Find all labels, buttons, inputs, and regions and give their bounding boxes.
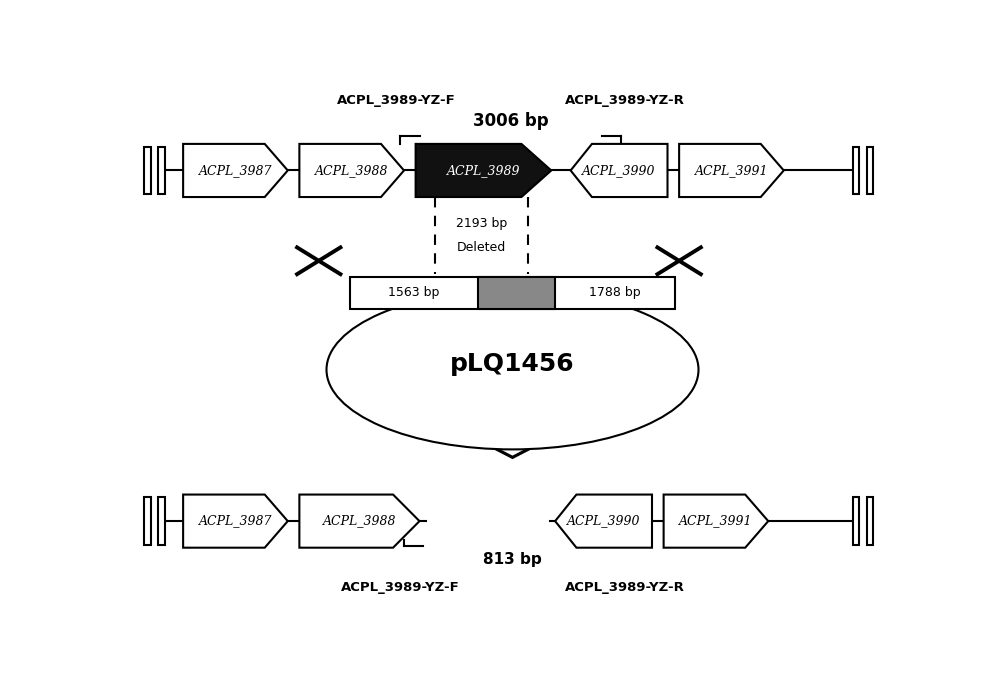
Bar: [853, 497, 859, 545]
Text: ACPL_3987: ACPL_3987: [199, 515, 272, 528]
Bar: [158, 146, 165, 195]
Bar: [158, 497, 165, 545]
Bar: [350, 277, 675, 308]
Polygon shape: [664, 495, 768, 548]
Text: ACPL_3988: ACPL_3988: [323, 515, 396, 528]
Polygon shape: [416, 144, 551, 197]
Text: ACPL_3989-YZ-F: ACPL_3989-YZ-F: [341, 580, 460, 593]
Text: ACPL_3990: ACPL_3990: [582, 164, 656, 177]
Text: ACPL_3988: ACPL_3988: [315, 164, 388, 177]
Polygon shape: [555, 495, 652, 548]
Polygon shape: [679, 144, 784, 197]
Bar: [144, 146, 151, 195]
Text: ACPL_3989-YZ-F: ACPL_3989-YZ-F: [337, 94, 456, 107]
Text: ACPL_3990: ACPL_3990: [567, 515, 640, 528]
Text: ACPL_3991: ACPL_3991: [695, 164, 768, 177]
Text: ACPL_3989-YZ-R: ACPL_3989-YZ-R: [565, 94, 685, 107]
Polygon shape: [571, 144, 668, 197]
Text: ACPL_3989-YZ-R: ACPL_3989-YZ-R: [565, 580, 685, 593]
Ellipse shape: [326, 290, 698, 449]
Text: ACPL_3989: ACPL_3989: [447, 164, 520, 177]
Bar: [478, 277, 555, 308]
Polygon shape: [183, 144, 288, 197]
Polygon shape: [299, 495, 420, 548]
Text: ACPL_3987: ACPL_3987: [199, 164, 272, 177]
Text: 2193 bp: 2193 bp: [456, 217, 507, 230]
Text: 1788 bp: 1788 bp: [589, 286, 641, 299]
Text: pLQ1456: pLQ1456: [450, 353, 575, 376]
Bar: [867, 497, 873, 545]
Bar: [144, 497, 151, 545]
Text: ACPL_3991: ACPL_3991: [679, 515, 753, 528]
Text: 3006 bp: 3006 bp: [473, 112, 548, 130]
Polygon shape: [183, 495, 288, 548]
Polygon shape: [299, 144, 404, 197]
Text: 1563 bp: 1563 bp: [388, 286, 439, 299]
Bar: [867, 146, 873, 195]
Bar: [853, 146, 859, 195]
Polygon shape: [466, 412, 559, 457]
Text: Deleted: Deleted: [457, 241, 506, 254]
Text: 813 bp: 813 bp: [483, 553, 542, 567]
